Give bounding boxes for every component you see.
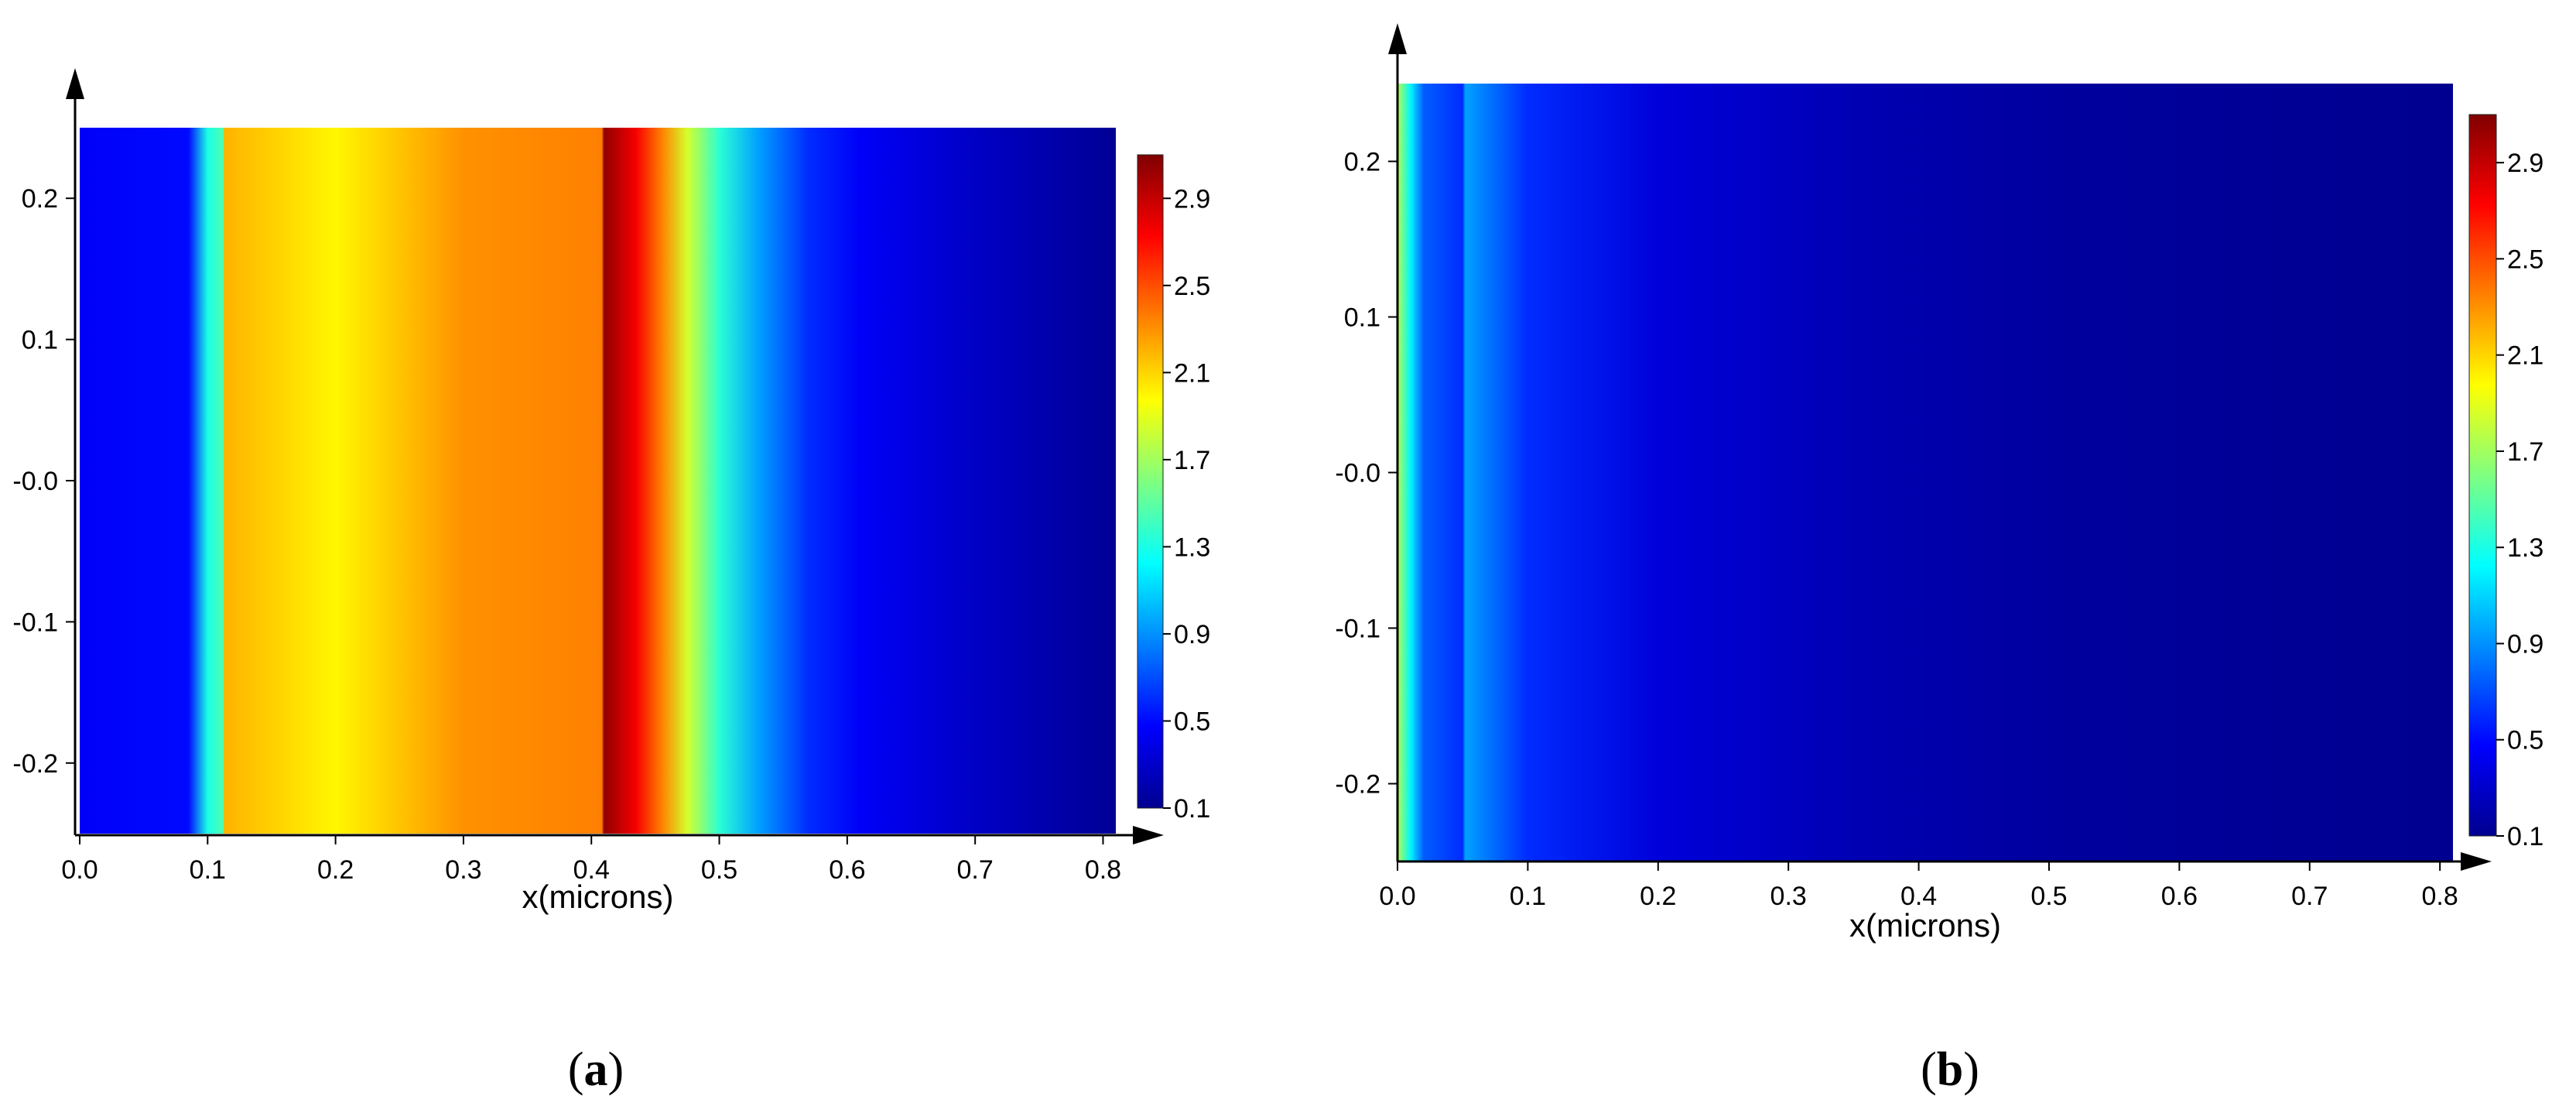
x-axis-arrow-icon [1133, 826, 1164, 844]
x-axis-title-b: x(microns) [1849, 907, 2001, 944]
axes-b [1388, 23, 2492, 871]
y-axis-arrow-icon [1388, 23, 1407, 54]
colorbar-tick-label: 0.5 [1174, 707, 1210, 736]
colorbar-tick-label: 0.9 [2507, 629, 2544, 659]
x-tick-labels-a: 0.0 0.1 0.2 0.3 0.4 0.5 0.6 0.7 0.8 [61, 835, 1121, 885]
panel-letter-a: a [584, 1043, 608, 1096]
y-tick-label: 0.1 [22, 326, 58, 355]
x-tick-label: 0.0 [1379, 882, 1415, 911]
colorbar-tick-label: 1.3 [1174, 533, 1210, 562]
x-tick-label: 0.6 [829, 855, 865, 885]
colorbar-tick-label: 1.7 [2507, 437, 2544, 467]
colorbar-tick-label: 2.9 [2507, 149, 2544, 178]
axes-a [66, 68, 1164, 844]
y-tick-label: 0.2 [22, 184, 58, 214]
x-tick-label: 0.6 [2161, 882, 2198, 911]
colorbar-tick-label: 0.1 [1174, 794, 1210, 824]
y-tick-labels-b: 0.2 0.1 -0.0 -0.1 -0.2 [1335, 148, 1397, 800]
heatmap-field-b [1397, 84, 2453, 861]
colorbar-tick-label: 0.1 [2507, 822, 2544, 851]
y-tick-labels-a: 0.2 0.1 -0.0 -0.1 -0.2 [12, 184, 75, 779]
y-tick-label: -0.2 [12, 749, 58, 779]
x-tick-label: 0.8 [2422, 882, 2458, 911]
x-tick-label: 0.1 [1510, 882, 1546, 911]
y-tick-label: -0.1 [12, 608, 58, 637]
x-tick-label: 0.3 [445, 855, 481, 885]
x-tick-label: 0.7 [957, 855, 994, 885]
x-tick-label: 0.7 [2291, 882, 2328, 911]
colorbar-ticks-b: 2.9 2.5 2.1 1.7 1.3 0.9 0.5 0.1 [2496, 149, 2544, 851]
x-axis-title-a: x(microns) [522, 879, 674, 915]
colorbar-a [1137, 154, 1164, 809]
colorbar-tick-label: 2.9 [1174, 184, 1210, 214]
x-tick-label: 0.3 [1770, 882, 1807, 911]
y-axis-arrow-icon [66, 68, 84, 99]
y-tick-label: -0.1 [1335, 615, 1380, 644]
colorbar-tick-label: 1.3 [2507, 533, 2544, 563]
x-tick-label: 0.2 [317, 855, 354, 885]
x-tick-label: 0.8 [1085, 855, 1121, 885]
x-tick-label: 0.5 [2030, 882, 2067, 911]
x-tick-labels-b: 0.0 0.1 0.2 0.3 0.4 0.5 0.6 0.7 0.8 [1379, 861, 2458, 911]
panel-a: 0.0 0.1 0.2 0.3 0.4 0.5 0.6 0.7 0.8 0.2 0.1 -0.0 -0… [12, 68, 1210, 1096]
x-axis-arrow-icon [2461, 852, 2492, 871]
panel-label-b: (b) [1921, 1043, 1979, 1096]
colorbar-tick-label: 2.5 [2507, 245, 2544, 274]
y-tick-label: -0.0 [12, 467, 58, 496]
y-tick-label: 0.2 [1344, 148, 1380, 177]
y-tick-label: -0.0 [1335, 459, 1380, 488]
y-tick-label: -0.2 [1335, 770, 1380, 800]
x-tick-label: 0.0 [61, 855, 97, 885]
colorbar-ticks-a: 2.9 2.5 2.1 1.7 1.3 0.9 0.5 0.1 [1163, 184, 1210, 824]
x-tick-label: 0.1 [190, 855, 226, 885]
colorbar-b [2468, 114, 2497, 837]
heatmap-field-a [80, 128, 1116, 834]
x-tick-label: 0.4 [1900, 882, 1937, 911]
colorbar-tick-label: 2.1 [2507, 341, 2544, 371]
x-tick-label: 0.4 [573, 855, 610, 885]
panel-letter-b: b [1937, 1043, 1963, 1096]
colorbar-tick-label: 2.5 [1174, 272, 1210, 301]
panel-label-a: (a) [568, 1043, 624, 1096]
colorbar-tick-label: 2.1 [1174, 358, 1210, 388]
x-tick-label: 0.2 [1640, 882, 1676, 911]
panel-b: 0.0 0.1 0.2 0.3 0.4 0.5 0.6 0.7 0.8 0.2 0.1 -0.0 -0… [1335, 23, 2544, 1096]
colorbar-tick-label: 0.9 [1174, 620, 1210, 649]
x-tick-label: 0.5 [701, 855, 737, 885]
colorbar-tick-label: 1.7 [1174, 446, 1210, 475]
colorbar-tick-label: 0.5 [2507, 726, 2544, 755]
y-tick-label: 0.1 [1344, 303, 1380, 333]
